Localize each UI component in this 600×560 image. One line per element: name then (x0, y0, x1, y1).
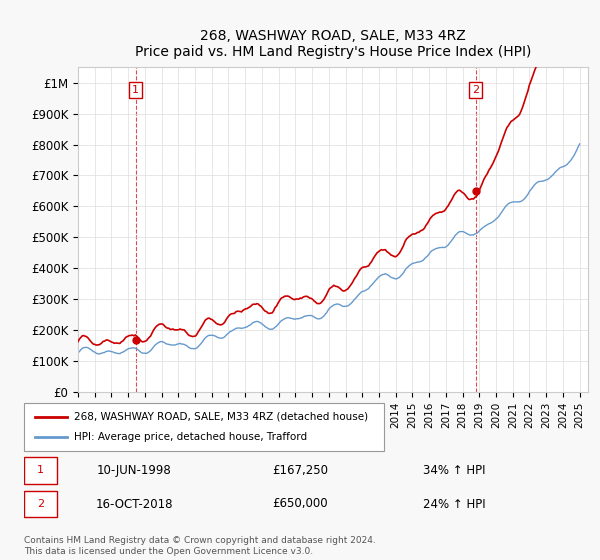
Text: 1: 1 (132, 85, 139, 95)
Text: 268, WASHWAY ROAD, SALE, M33 4RZ (detached house): 268, WASHWAY ROAD, SALE, M33 4RZ (detach… (74, 412, 368, 422)
FancyBboxPatch shape (24, 491, 57, 517)
Text: Contains HM Land Registry data © Crown copyright and database right 2024.
This d: Contains HM Land Registry data © Crown c… (24, 536, 376, 556)
Text: 1: 1 (37, 465, 44, 475)
Text: 2: 2 (37, 499, 44, 509)
Text: 16-OCT-2018: 16-OCT-2018 (95, 497, 173, 511)
Text: 2: 2 (472, 85, 479, 95)
Text: 24% ↑ HPI: 24% ↑ HPI (423, 497, 486, 511)
FancyBboxPatch shape (24, 403, 384, 451)
Text: 34% ↑ HPI: 34% ↑ HPI (424, 464, 486, 477)
Title: 268, WASHWAY ROAD, SALE, M33 4RZ
Price paid vs. HM Land Registry's House Price I: 268, WASHWAY ROAD, SALE, M33 4RZ Price p… (135, 29, 531, 59)
Text: 10-JUN-1998: 10-JUN-1998 (97, 464, 172, 477)
FancyBboxPatch shape (24, 457, 57, 484)
Text: HPI: Average price, detached house, Trafford: HPI: Average price, detached house, Traf… (74, 432, 308, 442)
Text: £650,000: £650,000 (272, 497, 328, 511)
Text: £167,250: £167,250 (272, 464, 328, 477)
